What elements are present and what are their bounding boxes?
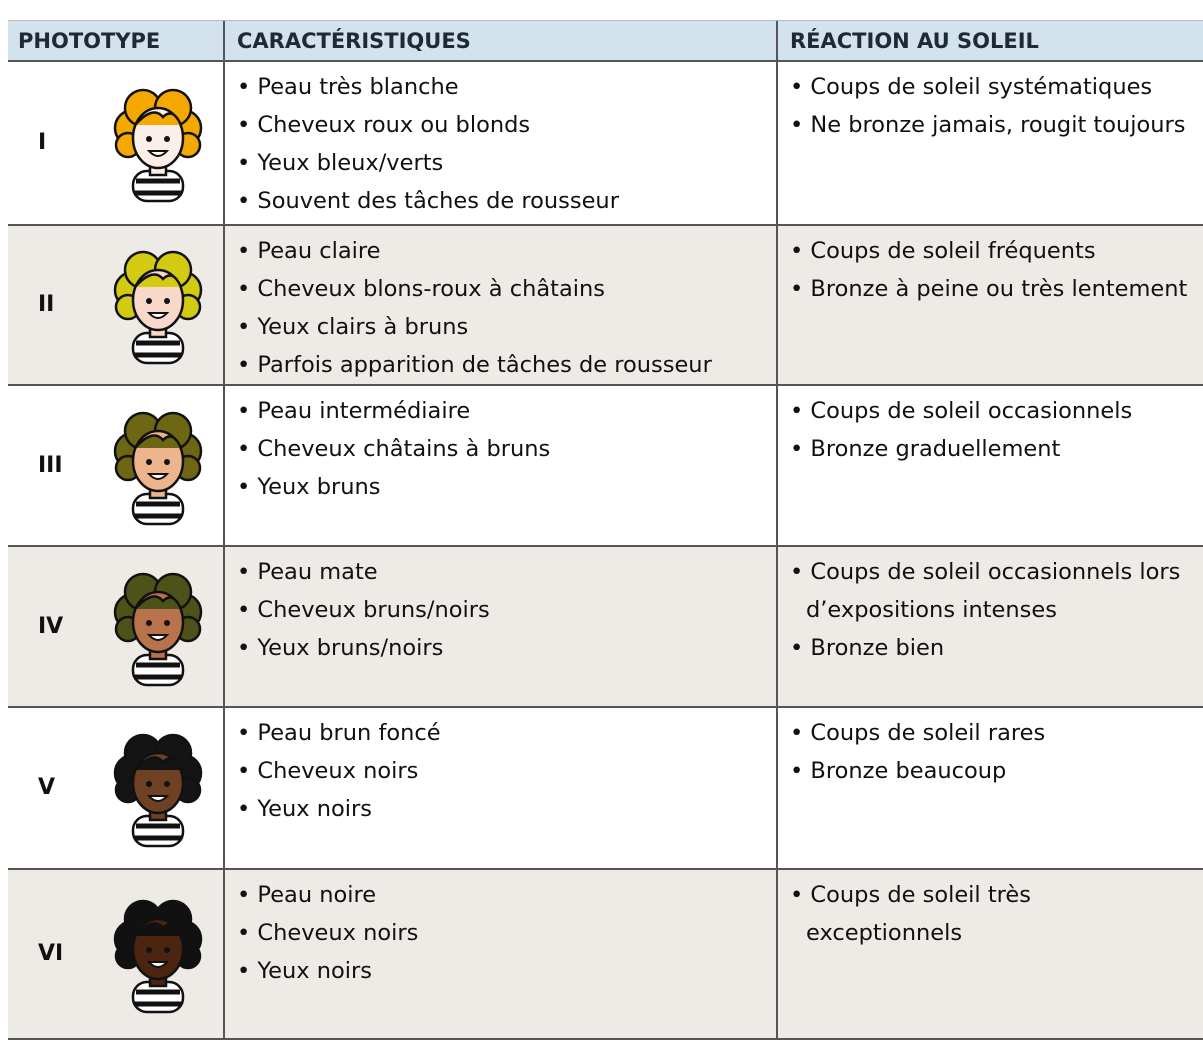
phototype-label: II — [38, 292, 55, 317]
table-row: II • Peau claire • Cheveux blons-roux à c… — [8, 226, 1203, 386]
reaction-cell: • Coups de soleil rares • Bronze beaucoup — [778, 708, 1203, 868]
table-row: IV • Peau mate • Cheveux bruns/noirs • Yeu… — [8, 547, 1203, 708]
reaction: • Coups de soleil très exceptionnels — [790, 882, 1031, 946]
reaction: • Bronze beaucoup — [790, 758, 1007, 784]
reaction: • Bronze à peine ou très lentement — [790, 276, 1188, 302]
reaction: • Coups de soleil occasionnels — [790, 398, 1133, 424]
characteristic: • Peau noire — [237, 882, 377, 908]
characteristic: • Peau brun foncé — [237, 720, 441, 746]
phototype-cell: III — [8, 386, 225, 545]
table-row: V • Peau brun foncé • Cheveux noirs • Yeux… — [8, 708, 1203, 870]
phototype-label: V — [38, 775, 56, 800]
header-cell: RÉACTION AU SOLEIL — [790, 29, 1039, 53]
characteristics-cell: • Peau intermédiaire • Cheveux châtains à… — [225, 386, 778, 545]
phototype-cell: V — [8, 708, 225, 868]
characteristic: • Yeux bleux/verts — [237, 150, 444, 176]
table-row: VI • Peau noire • Cheveux noirs • Yeux noi… — [8, 870, 1203, 1040]
reaction-cell: • Coups de soleil occasionnels • Bronze g… — [778, 386, 1203, 545]
characteristic: • Yeux noirs — [237, 796, 372, 822]
characteristic: • Peau mate — [237, 559, 378, 585]
phototype-label: III — [38, 452, 63, 478]
reaction: • Bronze graduellement — [790, 436, 1061, 462]
reaction: • Coups de soleil systématiques — [790, 74, 1153, 100]
header-cell: CARACTÉRISTIQUES — [225, 21, 778, 60]
phototype-cell: VI — [8, 870, 225, 1038]
characteristic: • Cheveux châtains à bruns — [237, 436, 551, 462]
characteristics-cell: • Peau mate • Cheveux bruns/noirs • Yeux b… — [225, 547, 778, 706]
reaction: • Bronze bien — [790, 635, 945, 661]
face-illustration — [113, 250, 203, 365]
characteristic: • Cheveux noirs — [237, 920, 419, 946]
characteristic: • Yeux bruns — [237, 474, 381, 500]
characteristics-cell: • Peau noire • Cheveux noirs • Yeux noirs — [225, 870, 778, 1038]
face-illustration — [113, 899, 203, 1014]
characteristics-cell: • Peau claire • Cheveux blons-roux à chât… — [225, 226, 778, 384]
reaction: • Ne bronze jamais, rougit toujours — [790, 112, 1186, 138]
characteristic: • Peau intermédiaire — [237, 398, 471, 424]
characteristic: • Cheveux bruns/noirs — [237, 597, 490, 623]
reaction-cell: • Coups de soleil fréquents • Bronze à pe… — [778, 226, 1203, 384]
phototype-label: I — [38, 130, 47, 155]
reaction: • Coups de soleil fréquents — [790, 238, 1096, 264]
face-illustration — [113, 572, 203, 686]
reaction: • Coups de soleil rares — [790, 720, 1046, 746]
phototype-label: IV — [38, 613, 64, 639]
characteristic: • Cheveux noirs — [237, 758, 419, 784]
table-row: I • Peau très blanche • Cheveux roux ou b… — [8, 62, 1203, 226]
characteristic: • Yeux bruns/noirs — [237, 635, 444, 661]
face-illustration — [113, 411, 203, 525]
phototype-label: VI — [38, 941, 64, 966]
characteristic: • Peau claire — [237, 238, 381, 264]
characteristics-cell: • Peau brun foncé • Cheveux noirs • Yeux n… — [225, 708, 778, 868]
reaction-cell: • Coups de soleil très exceptionnels — [778, 870, 1203, 1038]
characteristic: • Yeux clairs à bruns — [237, 314, 469, 340]
characteristic: • Cheveux roux ou blonds — [237, 112, 531, 138]
reaction: • Coups de soleil occasionnels lors d’ex… — [790, 559, 1181, 623]
phototype-cell: IV — [8, 547, 225, 706]
characteristic: • Souvent des tâches de rousseur — [237, 188, 619, 214]
characteristic: • Peau très blanche — [237, 74, 459, 100]
reaction-cell: • Coups de soleil systématiques • Ne bron… — [778, 62, 1203, 224]
characteristic: • Parfois apparition de tâches de rousse… — [237, 352, 712, 378]
phototype-table: PHOTOTYPE CARACTÉRISTIQUES RÉACTION AU S… — [8, 20, 1203, 1040]
face-illustration — [113, 88, 203, 203]
characteristics-cell: • Peau très blanche • Cheveux roux ou blo… — [225, 62, 778, 224]
header-row: PHOTOTYPE CARACTÉRISTIQUES RÉACTION AU S… — [8, 20, 1203, 62]
table-row: III • Peau intermédiaire • Cheveux châtai… — [8, 386, 1203, 547]
face-illustration — [113, 733, 203, 848]
phototype-cell: II — [8, 226, 225, 384]
characteristic: • Yeux noirs — [237, 958, 372, 984]
characteristic: • Cheveux blons-roux à châtains — [237, 276, 605, 302]
header-cell: PHOTOTYPE — [8, 21, 225, 60]
reaction-cell: • Coups de soleil occasionnels lors d’ex… — [778, 547, 1203, 706]
phototype-cell: I — [8, 62, 225, 224]
